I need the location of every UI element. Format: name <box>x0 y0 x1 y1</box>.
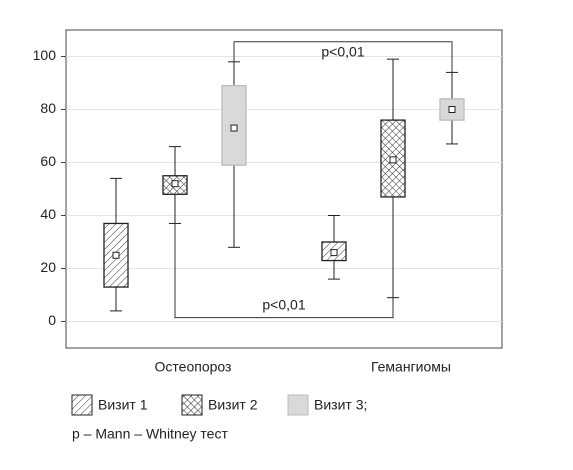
plot-frame <box>65 29 503 349</box>
note: p – Mann – Whitney тест <box>72 426 228 442</box>
y-tick-label: 20 <box>40 259 56 275</box>
median <box>448 106 456 113</box>
bracket <box>233 41 453 73</box>
median <box>171 180 179 188</box>
y-tick-label: 60 <box>40 153 56 169</box>
annotation: p<0,01 <box>321 44 364 60</box>
bracket <box>174 223 394 319</box>
median <box>389 156 397 164</box>
median <box>112 251 120 259</box>
legend-label: Визит 1 <box>98 397 148 413</box>
annotation: p<0,01 <box>262 296 305 312</box>
y-tick-label: 80 <box>40 100 56 116</box>
legend-swatch <box>71 394 93 416</box>
x-tick-label: Гемангиомы <box>371 359 451 375</box>
x-tick-label: Остеопороз <box>155 359 232 375</box>
y-tick-label: 100 <box>33 47 57 63</box>
box <box>221 85 247 166</box>
y-tick-label: 0 <box>48 312 56 328</box>
legend-swatch <box>181 394 203 416</box>
y-tick-label: 40 <box>40 206 56 222</box>
median <box>330 249 338 257</box>
legend-label: Визит 2 <box>208 397 258 413</box>
legend-label: Визит 3; <box>314 397 367 413</box>
median <box>230 124 238 132</box>
legend-swatch <box>287 394 309 416</box>
